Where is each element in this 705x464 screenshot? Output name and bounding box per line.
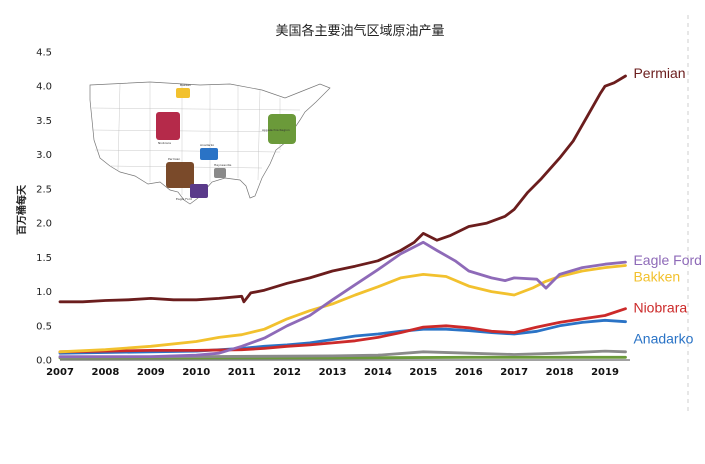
x-tick-label: 2015 <box>409 367 437 378</box>
x-tick-label: 2010 <box>182 367 210 378</box>
y-tick-label: 1.5 <box>36 253 52 264</box>
y-axis-label: 百万桶每天 <box>15 184 28 235</box>
y-tick-label: 1.0 <box>36 287 52 298</box>
x-tick-label: 2019 <box>591 367 619 378</box>
x-tick-label: 2012 <box>273 367 301 378</box>
series-line-niobrara <box>58 307 627 354</box>
anadarko-region <box>200 148 218 160</box>
haynesville-region <box>214 168 226 178</box>
x-tick-label: 2011 <box>228 367 256 378</box>
appalachia-region <box>268 114 296 144</box>
eagle-ford-region <box>190 184 208 198</box>
bakken-region <box>176 88 190 98</box>
y-tick-label: 0.5 <box>36 321 52 332</box>
x-tick-label: 2009 <box>137 367 165 378</box>
map-label-eagle-ford: Eagle Ford <box>176 197 192 201</box>
series-line-permian <box>58 74 627 304</box>
series-lines <box>58 74 627 360</box>
permian-region <box>166 162 194 188</box>
x-tick-label: 2008 <box>91 367 119 378</box>
map-label-bakken: Bakken <box>180 83 191 87</box>
map-label-niobrara: Niobrara <box>158 141 171 145</box>
y-tick-label: 3.5 <box>36 116 52 127</box>
axis-ticks: 0.0 0.5 1.0 1.5 2.0 2.5 3.0 3.5 4.0 4.5 2007 2008 20… <box>36 48 619 379</box>
x-tick-label: 2013 <box>319 367 347 378</box>
series-label-niobrara: Niobrara <box>633 300 687 316</box>
y-tick-label: 0.0 <box>36 356 52 367</box>
x-tick-label: 2007 <box>46 367 74 378</box>
x-tick-label: 2014 <box>364 367 392 378</box>
map-label-haynesville: Haynesville <box>214 163 231 167</box>
series-label-anadarko: Anadarko <box>633 331 693 347</box>
y-tick-label: 4.5 <box>36 48 52 59</box>
x-tick-label: 2018 <box>546 367 574 378</box>
series-line-bakken <box>58 264 627 354</box>
map-label-permian: Permian <box>168 157 180 161</box>
y-tick-label: 2.5 <box>36 184 52 195</box>
x-tick-label: 2017 <box>500 367 528 378</box>
y-tick-label: 3.0 <box>36 150 52 161</box>
map-label-appalachia: Appalachia Region <box>262 128 290 132</box>
series-label-eagle-ford: Eagle Ford <box>633 252 701 268</box>
niobrara-region <box>156 112 180 140</box>
map-label-anadarko: Anadarko <box>200 143 214 147</box>
series-label-bakken: Bakken <box>633 269 680 285</box>
chart-title: 美国各主要油气区域原油产量 <box>275 23 444 39</box>
us-regions-map: Bakken Niobrara Anadarko Permian Haynesv… <box>89 81 331 205</box>
series-line-eagle-ford <box>58 240 627 359</box>
y-tick-label: 4.0 <box>36 82 52 93</box>
series-label-permian: Permian <box>633 65 685 81</box>
y-tick-label: 2.0 <box>36 219 52 230</box>
series-line-haynesville <box>58 349 627 359</box>
x-tick-label: 2016 <box>455 367 483 378</box>
